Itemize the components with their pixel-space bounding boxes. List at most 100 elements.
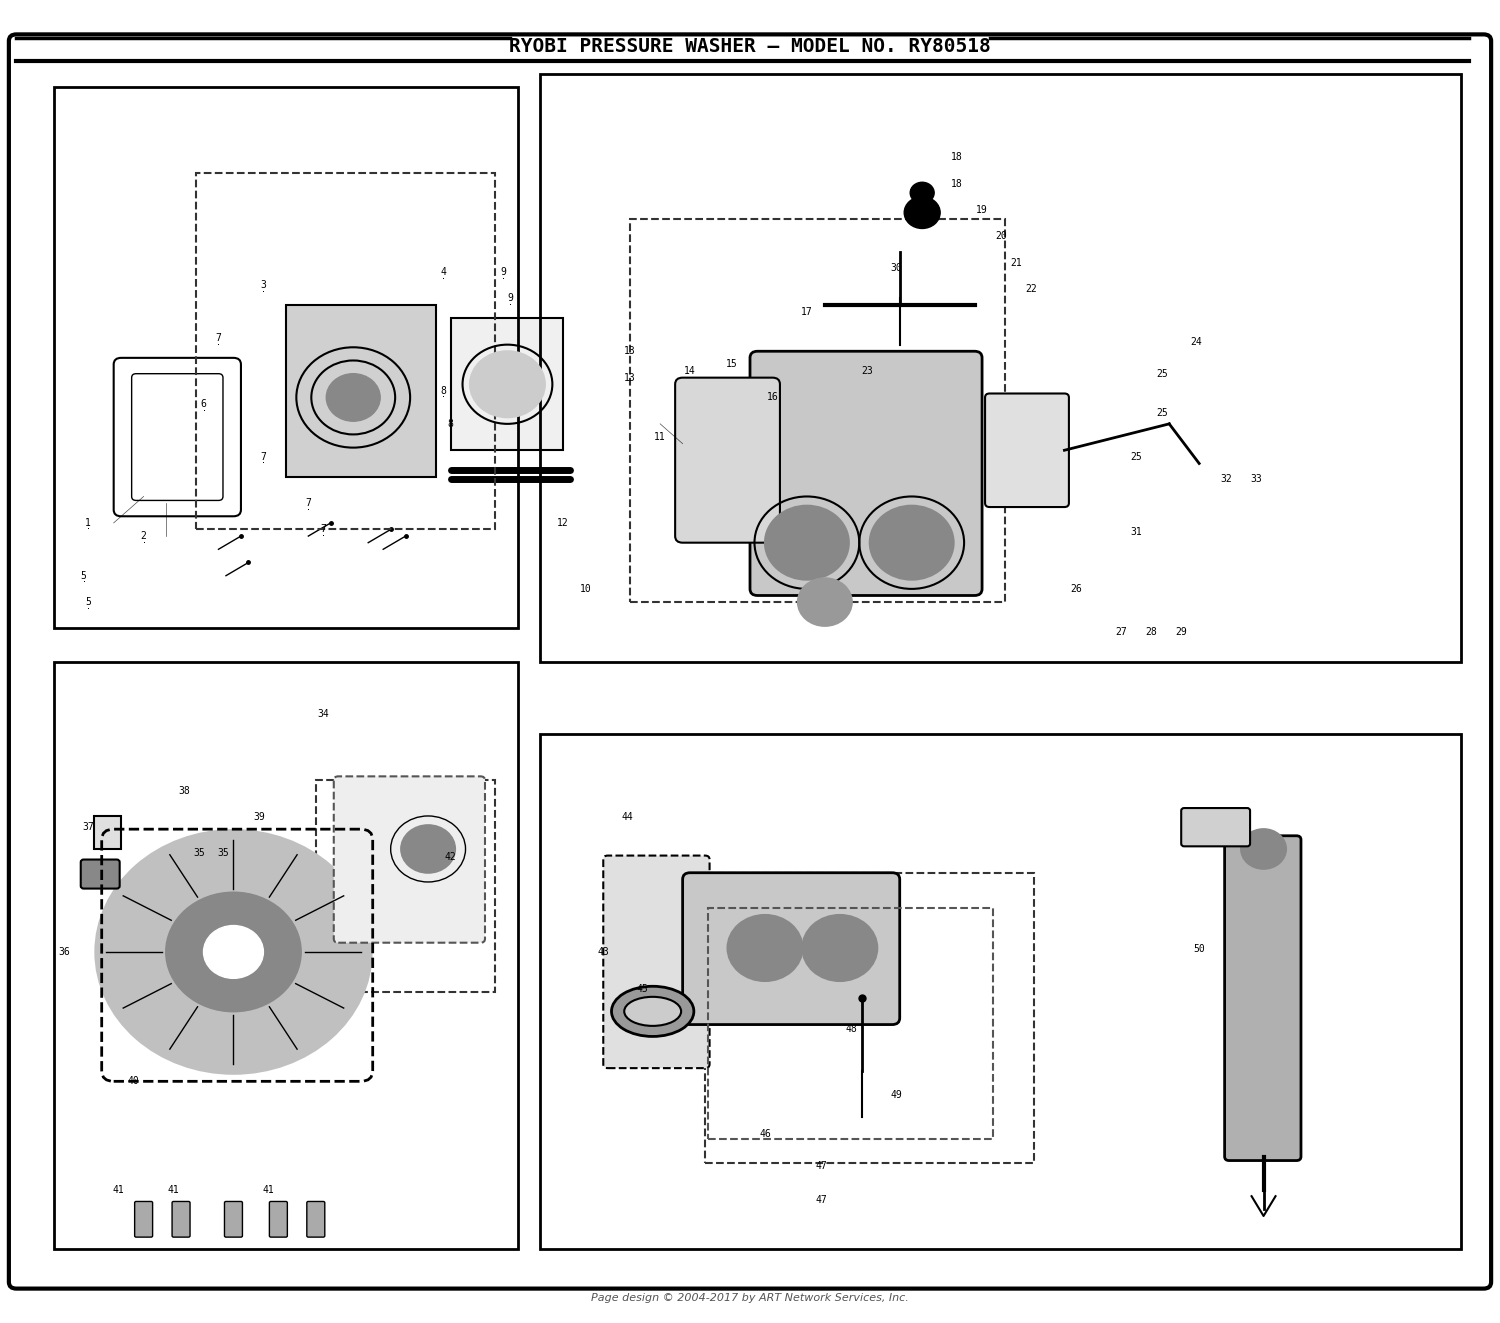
FancyBboxPatch shape: [675, 377, 780, 542]
FancyBboxPatch shape: [94, 816, 122, 849]
Circle shape: [765, 505, 849, 579]
Text: 42: 42: [444, 852, 456, 861]
Text: 7: 7: [306, 497, 312, 508]
Text: 8: 8: [447, 419, 453, 429]
Text: 41: 41: [112, 1184, 125, 1195]
Text: 2: 2: [141, 531, 147, 541]
Text: 22: 22: [1026, 284, 1038, 294]
Circle shape: [904, 197, 940, 229]
Text: 39: 39: [254, 812, 266, 823]
Text: 31: 31: [1131, 527, 1142, 537]
Text: 18: 18: [951, 152, 963, 163]
Circle shape: [802, 916, 877, 980]
Text: 35: 35: [194, 848, 206, 857]
Text: 4: 4: [440, 267, 446, 277]
Text: 23: 23: [861, 366, 873, 376]
Bar: [705, 873, 1035, 1163]
FancyBboxPatch shape: [286, 306, 435, 476]
Bar: [316, 781, 495, 991]
Text: 7: 7: [321, 524, 326, 534]
Text: RYOBI PRESSURE WASHER – MODEL NO. RY80518: RYOBI PRESSURE WASHER – MODEL NO. RY8051…: [509, 37, 992, 56]
Text: 10: 10: [579, 583, 591, 594]
Circle shape: [327, 373, 380, 421]
Text: 15: 15: [726, 360, 738, 369]
Ellipse shape: [612, 986, 695, 1036]
Text: 16: 16: [766, 393, 778, 402]
Text: 11: 11: [654, 433, 666, 442]
Circle shape: [166, 893, 302, 1011]
Text: 48: 48: [846, 1024, 858, 1033]
FancyBboxPatch shape: [986, 393, 1070, 507]
Circle shape: [728, 916, 803, 980]
Circle shape: [1240, 830, 1286, 869]
Circle shape: [870, 505, 954, 579]
Text: 14: 14: [684, 366, 696, 376]
Text: 1: 1: [86, 517, 92, 528]
Text: 12: 12: [556, 517, 568, 528]
Text: Page design © 2004-2017 by ART Network Services, Inc.: Page design © 2004-2017 by ART Network S…: [591, 1293, 909, 1303]
Bar: [54, 87, 518, 628]
Text: 44: 44: [621, 812, 633, 823]
Text: 5: 5: [81, 570, 87, 581]
Text: 25: 25: [1156, 409, 1167, 418]
Text: 46: 46: [759, 1129, 771, 1139]
Text: 3: 3: [261, 280, 267, 290]
Text: 9: 9: [507, 294, 513, 303]
Bar: [540, 734, 1461, 1249]
Text: 45: 45: [636, 984, 648, 994]
Bar: [196, 173, 495, 529]
Text: 6: 6: [201, 400, 207, 409]
Text: 35: 35: [217, 848, 229, 857]
Text: 30: 30: [891, 263, 903, 273]
Text: 41: 41: [262, 1184, 274, 1195]
Text: 13: 13: [624, 347, 636, 356]
FancyBboxPatch shape: [308, 1201, 326, 1237]
Text: 8: 8: [440, 386, 446, 396]
FancyBboxPatch shape: [603, 856, 709, 1068]
Circle shape: [204, 926, 264, 978]
Text: 20: 20: [996, 232, 1008, 241]
FancyBboxPatch shape: [1180, 808, 1250, 847]
Text: 7: 7: [216, 333, 222, 343]
Circle shape: [400, 826, 454, 873]
Circle shape: [96, 831, 370, 1073]
FancyBboxPatch shape: [135, 1201, 153, 1237]
Text: 41: 41: [168, 1184, 180, 1195]
Text: 50: 50: [1194, 945, 1204, 954]
Text: 36: 36: [58, 947, 70, 957]
Text: 17: 17: [801, 307, 813, 316]
Text: 13: 13: [624, 373, 636, 382]
Text: 43: 43: [597, 947, 609, 957]
Text: 29: 29: [1176, 627, 1186, 638]
Text: 25: 25: [1131, 452, 1142, 462]
Text: 49: 49: [891, 1090, 903, 1099]
Text: 32: 32: [1220, 475, 1232, 484]
Text: 21: 21: [1011, 258, 1023, 267]
Text: ART: ART: [555, 581, 945, 742]
FancyBboxPatch shape: [81, 860, 120, 889]
Text: 9: 9: [500, 267, 506, 277]
FancyBboxPatch shape: [750, 351, 982, 595]
Circle shape: [798, 578, 852, 626]
Text: 47: 47: [816, 1195, 828, 1205]
Text: 25: 25: [1156, 369, 1167, 378]
FancyBboxPatch shape: [9, 34, 1491, 1289]
Text: 37: 37: [82, 822, 94, 832]
Text: 24: 24: [1191, 337, 1202, 347]
FancyBboxPatch shape: [172, 1201, 190, 1237]
Bar: [54, 662, 518, 1249]
Text: 47: 47: [816, 1160, 828, 1171]
FancyBboxPatch shape: [450, 319, 562, 450]
Text: 38: 38: [178, 786, 190, 796]
Text: 19: 19: [976, 205, 988, 214]
FancyBboxPatch shape: [334, 777, 484, 943]
Text: 7: 7: [261, 452, 267, 462]
Text: 40: 40: [128, 1077, 140, 1086]
Text: 34: 34: [318, 709, 328, 720]
FancyBboxPatch shape: [682, 873, 900, 1024]
Bar: [540, 74, 1461, 662]
Circle shape: [910, 183, 934, 204]
Bar: [630, 220, 1005, 602]
FancyBboxPatch shape: [1224, 836, 1300, 1160]
Text: 33: 33: [1250, 475, 1262, 484]
